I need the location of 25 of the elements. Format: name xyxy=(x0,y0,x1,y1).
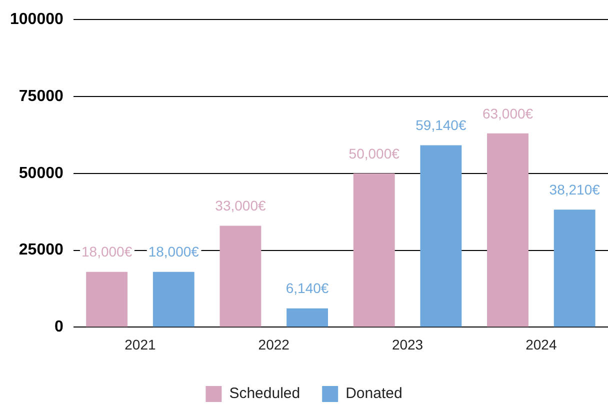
bar xyxy=(353,173,395,327)
y-tick-label: 50000 xyxy=(18,164,64,182)
bar xyxy=(86,272,128,327)
x-tick-label: 2021 xyxy=(124,336,156,352)
bar xyxy=(152,272,194,327)
bar xyxy=(420,145,462,327)
data-label: 6,140€ xyxy=(286,280,329,296)
bar xyxy=(220,226,262,327)
legend-label: Scheduled xyxy=(229,385,300,402)
x-tick-label: 2022 xyxy=(258,336,290,352)
data-label: 63,000€ xyxy=(482,105,534,122)
data-label: 38,210€ xyxy=(549,182,600,198)
bar xyxy=(554,210,596,327)
data-label: 59,140€ xyxy=(416,117,466,134)
x-tick-label: 2023 xyxy=(392,336,424,352)
bar xyxy=(286,308,328,327)
bar xyxy=(487,133,528,327)
y-tick-label: 100000 xyxy=(10,11,64,28)
y-tick-label: 25000 xyxy=(18,242,64,259)
y-tick-label: 75000 xyxy=(18,88,64,105)
data-label: 33,000€ xyxy=(215,198,266,214)
y-tick-label: 0 xyxy=(54,318,64,336)
legend-label: Donated xyxy=(346,385,402,402)
data-label: 50,000€ xyxy=(348,145,400,162)
x-tick-label: 2024 xyxy=(526,336,557,352)
